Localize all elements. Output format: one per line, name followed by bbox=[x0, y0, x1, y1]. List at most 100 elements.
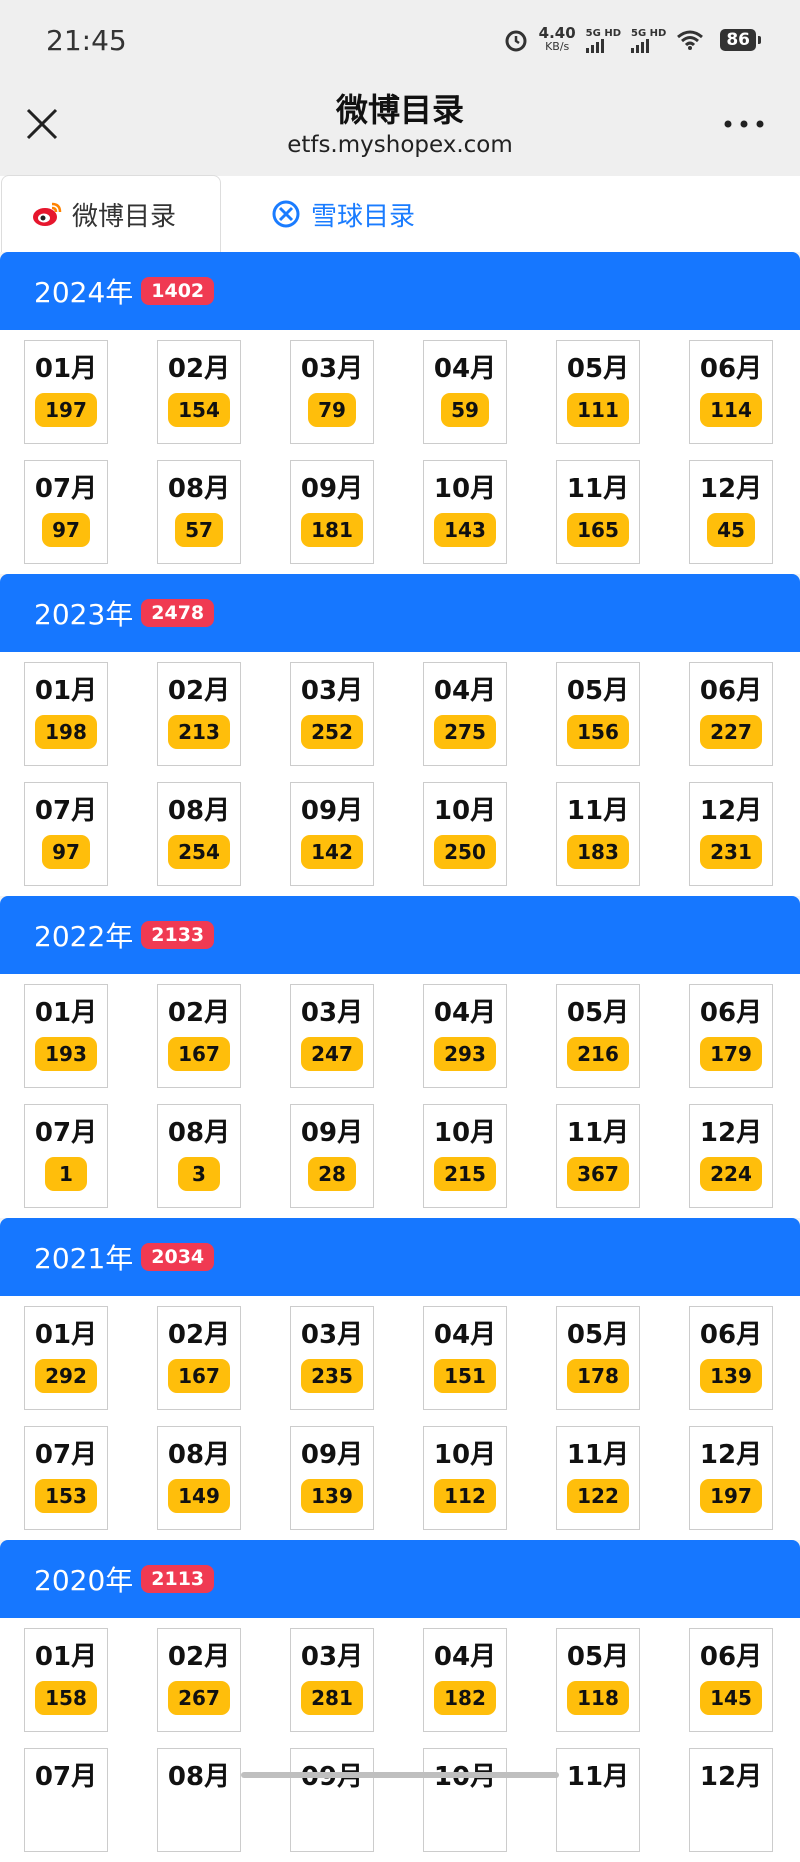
close-icon[interactable] bbox=[22, 104, 62, 144]
month-label: 02月 bbox=[167, 998, 231, 1028]
battery-indicator: 86 bbox=[720, 29, 761, 51]
month-cell[interactable]: 02月 154 bbox=[157, 340, 241, 444]
month-count-badge: 167 bbox=[168, 1037, 230, 1071]
month-cell[interactable]: 02月 267 bbox=[157, 1628, 241, 1732]
month-cell[interactable]: 09月 142 bbox=[290, 782, 374, 886]
month-cell[interactable]: 09月 28 bbox=[290, 1104, 374, 1208]
month-cell[interactable]: 04月 182 bbox=[423, 1628, 507, 1732]
month-cell[interactable]: 11月 122 bbox=[556, 1426, 640, 1530]
month-cell[interactable]: 03月 79 bbox=[290, 340, 374, 444]
month-count-badge: 231 bbox=[700, 835, 762, 869]
month-cell[interactable]: 05月 216 bbox=[556, 984, 640, 1088]
month-cell[interactable]: 06月 227 bbox=[689, 662, 773, 766]
month-cell[interactable]: 11月 367 bbox=[556, 1104, 640, 1208]
month-cell[interactable]: 07月 1 bbox=[24, 1104, 108, 1208]
month-count-badge: 250 bbox=[434, 835, 496, 869]
month-count-badge: 252 bbox=[301, 715, 363, 749]
month-label: 09月 bbox=[300, 1440, 364, 1470]
month-cell[interactable]: 12月 45 bbox=[689, 460, 773, 564]
month-cell[interactable]: 03月 235 bbox=[290, 1306, 374, 1410]
month-cell[interactable]: 09月 bbox=[290, 1748, 374, 1852]
year-header[interactable]: 2021年 2034 bbox=[0, 1218, 800, 1296]
month-cell[interactable]: 09月 181 bbox=[290, 460, 374, 564]
month-cell[interactable]: 03月 252 bbox=[290, 662, 374, 766]
month-count-badge: 182 bbox=[434, 1681, 496, 1715]
month-label: 04月 bbox=[433, 676, 497, 706]
month-cell[interactable]: 07月 153 bbox=[24, 1426, 108, 1530]
month-cell[interactable]: 05月 111 bbox=[556, 340, 640, 444]
year-header[interactable]: 2022年 2133 bbox=[0, 896, 800, 974]
month-cell[interactable]: 10月 215 bbox=[423, 1104, 507, 1208]
more-options-icon[interactable] bbox=[722, 116, 766, 132]
month-cell[interactable]: 11月 bbox=[556, 1748, 640, 1852]
month-count-badge: 154 bbox=[168, 393, 230, 427]
month-cell[interactable]: 04月 59 bbox=[423, 340, 507, 444]
month-label: 08月 bbox=[167, 1440, 231, 1470]
month-cell[interactable]: 08月 bbox=[157, 1748, 241, 1852]
month-cell[interactable]: 10月 bbox=[423, 1748, 507, 1852]
month-label: 01月 bbox=[34, 676, 98, 706]
month-cell[interactable]: 06月 139 bbox=[689, 1306, 773, 1410]
month-label: 04月 bbox=[433, 1642, 497, 1672]
month-cell[interactable]: 01月 193 bbox=[24, 984, 108, 1088]
month-cell[interactable]: 05月 118 bbox=[556, 1628, 640, 1732]
month-cell[interactable]: 02月 213 bbox=[157, 662, 241, 766]
tab-weibo[interactable]: 微博目录 bbox=[1, 175, 221, 252]
month-cell[interactable]: 02月 167 bbox=[157, 1306, 241, 1410]
month-label: 06月 bbox=[699, 1320, 763, 1350]
month-cell[interactable]: 06月 179 bbox=[689, 984, 773, 1088]
month-label: 06月 bbox=[699, 676, 763, 706]
month-count-badge: 167 bbox=[168, 1359, 230, 1393]
month-cell[interactable]: 12月 224 bbox=[689, 1104, 773, 1208]
month-cell[interactable]: 08月 254 bbox=[157, 782, 241, 886]
year-header[interactable]: 2024年 1402 bbox=[0, 252, 800, 330]
tab-xueqiu[interactable]: 雪球目录 bbox=[221, 176, 445, 252]
month-count-badge: 153 bbox=[35, 1479, 97, 1513]
month-cell[interactable]: 01月 292 bbox=[24, 1306, 108, 1410]
month-grid: 01月 193 02月 167 03月 247 04月 293 05月 216 06月 179 07月 1… bbox=[0, 974, 800, 1218]
month-cell[interactable]: 01月 197 bbox=[24, 340, 108, 444]
month-cell[interactable]: 07月 97 bbox=[24, 782, 108, 886]
month-cell[interactable]: 11月 183 bbox=[556, 782, 640, 886]
month-cell[interactable]: 01月 198 bbox=[24, 662, 108, 766]
month-cell[interactable]: 10月 112 bbox=[423, 1426, 507, 1530]
month-label: 10月 bbox=[433, 796, 497, 826]
year-count-badge: 2133 bbox=[141, 921, 215, 949]
month-cell[interactable]: 05月 178 bbox=[556, 1306, 640, 1410]
month-cell[interactable]: 12月 197 bbox=[689, 1426, 773, 1530]
month-count-badge: 97 bbox=[42, 513, 90, 547]
month-cell[interactable]: 11月 165 bbox=[556, 460, 640, 564]
month-cell[interactable]: 05月 156 bbox=[556, 662, 640, 766]
month-cell[interactable]: 03月 281 bbox=[290, 1628, 374, 1732]
month-label: 07月 bbox=[34, 1762, 98, 1792]
month-cell[interactable]: 10月 250 bbox=[423, 782, 507, 886]
year-header[interactable]: 2020年 2113 bbox=[0, 1540, 800, 1618]
month-cell[interactable]: 12月 231 bbox=[689, 782, 773, 886]
month-label: 05月 bbox=[566, 676, 630, 706]
month-cell[interactable]: 10月 143 bbox=[423, 460, 507, 564]
month-cell[interactable]: 04月 275 bbox=[423, 662, 507, 766]
month-cell[interactable]: 12月 bbox=[689, 1748, 773, 1852]
month-cell[interactable]: 04月 151 bbox=[423, 1306, 507, 1410]
month-cell[interactable]: 07月 97 bbox=[24, 460, 108, 564]
home-indicator[interactable] bbox=[241, 1772, 559, 1778]
month-cell[interactable]: 06月 145 bbox=[689, 1628, 773, 1732]
year-header[interactable]: 2023年 2478 bbox=[0, 574, 800, 652]
month-label: 03月 bbox=[300, 354, 364, 384]
month-count-badge: 178 bbox=[567, 1359, 629, 1393]
month-cell[interactable]: 02月 167 bbox=[157, 984, 241, 1088]
month-cell[interactable]: 03月 247 bbox=[290, 984, 374, 1088]
month-count-badge: 79 bbox=[308, 393, 356, 427]
month-count-badge: 292 bbox=[35, 1359, 97, 1393]
month-cell[interactable]: 01月 158 bbox=[24, 1628, 108, 1732]
month-label: 07月 bbox=[34, 1118, 98, 1148]
month-cell[interactable]: 09月 139 bbox=[290, 1426, 374, 1530]
month-count-badge: 114 bbox=[700, 393, 762, 427]
month-cell[interactable]: 08月 57 bbox=[157, 460, 241, 564]
month-cell[interactable]: 06月 114 bbox=[689, 340, 773, 444]
month-cell[interactable]: 07月 bbox=[24, 1748, 108, 1852]
month-label: 03月 bbox=[300, 676, 364, 706]
month-cell[interactable]: 08月 149 bbox=[157, 1426, 241, 1530]
month-cell[interactable]: 04月 293 bbox=[423, 984, 507, 1088]
month-cell[interactable]: 08月 3 bbox=[157, 1104, 241, 1208]
